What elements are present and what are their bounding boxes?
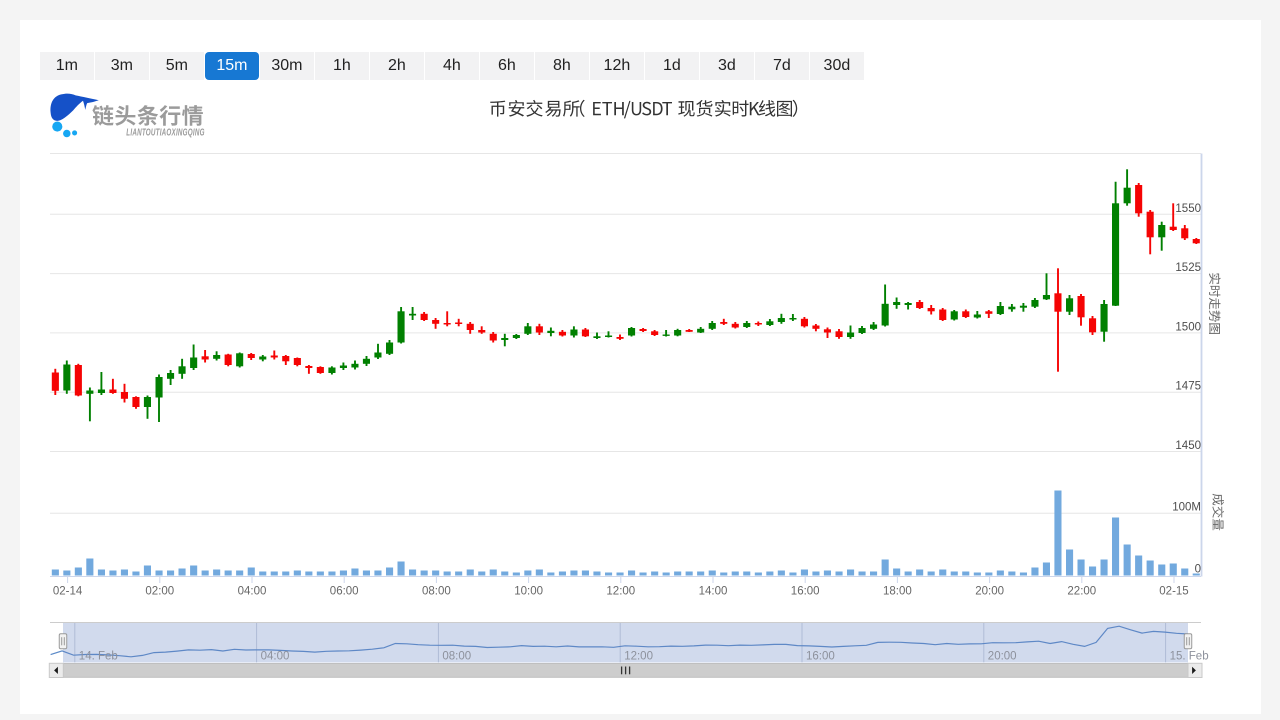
svg-text:06:00: 06:00 bbox=[330, 586, 359, 598]
svg-text:1500: 1500 bbox=[1175, 321, 1201, 333]
svg-text:04:00: 04:00 bbox=[238, 586, 267, 598]
svg-text:15. Feb: 15. Feb bbox=[1170, 651, 1209, 663]
svg-text:02-15: 02-15 bbox=[1159, 586, 1188, 598]
svg-text:100M: 100M bbox=[1172, 502, 1201, 514]
svg-text:12:00: 12:00 bbox=[624, 651, 653, 663]
svg-text:18:00: 18:00 bbox=[883, 586, 912, 598]
svg-text:12:00: 12:00 bbox=[606, 586, 635, 598]
svg-text:1550: 1550 bbox=[1175, 203, 1201, 215]
svg-text:20:00: 20:00 bbox=[975, 586, 1004, 598]
svg-text:14. Feb: 14. Feb bbox=[79, 651, 118, 663]
svg-text:14:00: 14:00 bbox=[699, 586, 728, 598]
svg-text:1450: 1450 bbox=[1175, 440, 1201, 452]
svg-text:02:00: 02:00 bbox=[145, 586, 174, 598]
svg-text:0: 0 bbox=[1195, 564, 1201, 576]
svg-text:10:00: 10:00 bbox=[514, 586, 543, 598]
svg-text:16:00: 16:00 bbox=[791, 586, 820, 598]
svg-text:22:00: 22:00 bbox=[1067, 586, 1096, 598]
svg-text:02-14: 02-14 bbox=[53, 586, 83, 598]
svg-text:04:00: 04:00 bbox=[261, 651, 290, 663]
svg-text:1475: 1475 bbox=[1175, 381, 1201, 393]
svg-text:1525: 1525 bbox=[1175, 262, 1201, 274]
svg-text:20:00: 20:00 bbox=[988, 651, 1017, 663]
svg-text:08:00: 08:00 bbox=[422, 586, 451, 598]
svg-text:16:00: 16:00 bbox=[806, 651, 835, 663]
svg-text:08:00: 08:00 bbox=[442, 651, 471, 663]
